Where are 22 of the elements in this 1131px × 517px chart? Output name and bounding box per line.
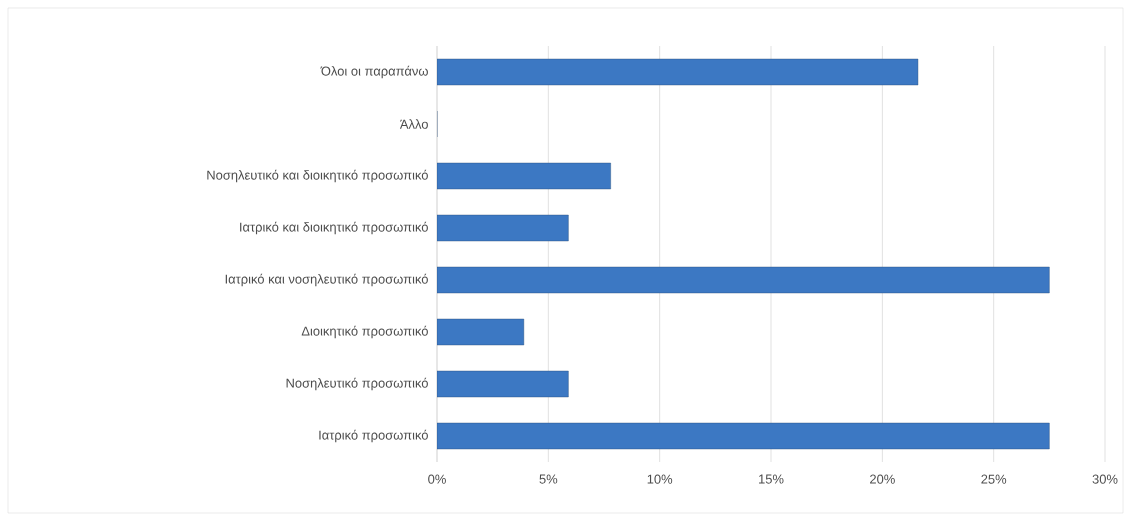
x-tick-label: 25% [981, 474, 1007, 484]
bar [437, 318, 525, 346]
x-tick-label: 15% [759, 474, 784, 484]
x-tick-label: 30% [1092, 474, 1118, 484]
y-tick-label: Ιατρικό και νοσηλευτικό προσωπικό [225, 273, 428, 287]
y-tick-label: Ιατρικό προσωπικό [319, 429, 428, 443]
x-tick-label: 10% [647, 474, 673, 484]
x-tick-label: 20% [870, 474, 895, 484]
bar [437, 370, 569, 398]
bar [437, 266, 1050, 294]
y-tick-label: Διοικητικό προσωπικό [301, 325, 428, 339]
y-tick-label: Άλλο [399, 119, 428, 129]
y-tick-label: Ιατρικό και διοικητικό προσωπικό [240, 221, 428, 235]
y-tick-label: Νοσηλευτικό και διοικητικό προσωπικό [207, 169, 428, 183]
bar [437, 58, 919, 86]
x-tick-label: 5% [539, 474, 558, 484]
y-tick-label: Νοσηλευτικό προσωπικό [286, 377, 428, 391]
bar [437, 214, 569, 242]
bar [437, 162, 611, 190]
x-tick-label: 0% [428, 474, 446, 484]
y-tick-label: Όλοι οι παραπάνω [320, 65, 428, 79]
bar [437, 422, 1050, 450]
